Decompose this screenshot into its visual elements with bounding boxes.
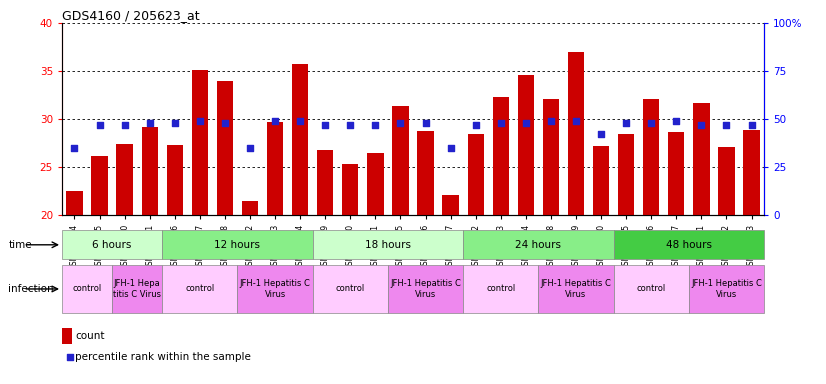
Text: control: control (335, 285, 365, 293)
Point (93, 122, 107, 128)
Bar (468, 134, 484, 215)
Point (469, 122, 482, 128)
Bar (392, 106, 409, 215)
Text: JFH-1 Hepatitis C
Virus: JFH-1 Hepatitis C Virus (691, 279, 762, 299)
Bar (92, 157, 107, 215)
Text: JFH-1 Hepatitis C
Virus: JFH-1 Hepatitis C Virus (540, 279, 611, 299)
Bar (693, 103, 710, 215)
Point (670, 118, 683, 124)
Text: 18 hours: 18 hours (365, 240, 411, 250)
Bar (167, 145, 183, 215)
Point (268, 118, 282, 124)
Bar (689, 265, 764, 313)
Bar (719, 147, 734, 215)
Point (143, 120, 156, 126)
Point (244, 145, 257, 151)
Point (169, 120, 182, 126)
Point (293, 118, 306, 124)
Bar (368, 152, 383, 215)
Point (218, 120, 231, 126)
Bar (62, 230, 162, 259)
Text: 24 hours: 24 hours (515, 240, 562, 250)
Text: control: control (185, 285, 215, 293)
Bar (66, 191, 83, 215)
Bar (216, 81, 233, 215)
Point (64, 354, 77, 360)
Point (394, 120, 407, 126)
Point (118, 122, 131, 128)
Bar (518, 75, 534, 215)
Text: GDS4160 / 205623_at: GDS4160 / 205623_at (62, 9, 200, 22)
Point (368, 122, 382, 128)
Bar (492, 97, 509, 215)
Point (644, 120, 657, 126)
Point (193, 118, 206, 124)
Bar (668, 132, 685, 215)
Text: percentile rank within the sample: percentile rank within the sample (75, 352, 251, 362)
Point (719, 122, 733, 128)
Point (68, 145, 81, 151)
Bar (743, 129, 760, 215)
Point (695, 122, 708, 128)
Point (319, 122, 332, 128)
Bar (614, 265, 689, 313)
Bar (417, 131, 434, 215)
Bar (116, 144, 133, 215)
Point (569, 118, 582, 124)
Text: JFH-1 Hepatitis C
Virus: JFH-1 Hepatitis C Virus (390, 279, 461, 299)
Bar (62, 265, 112, 313)
Bar (593, 146, 610, 215)
Point (620, 120, 633, 126)
Text: JFH-1 Hepa
titis C Virus: JFH-1 Hepa titis C Virus (113, 279, 161, 299)
Bar (313, 265, 388, 313)
Bar (463, 265, 539, 313)
Text: control: control (73, 285, 102, 293)
Bar (567, 52, 584, 215)
Bar (539, 265, 614, 313)
Bar (388, 265, 463, 313)
Text: JFH-1 Hepatitis C
Virus: JFH-1 Hepatitis C Virus (240, 279, 311, 299)
Bar (463, 230, 614, 259)
Text: control: control (637, 285, 666, 293)
Bar (267, 122, 283, 215)
Text: infection: infection (8, 284, 54, 294)
Bar (313, 230, 463, 259)
Point (745, 122, 758, 128)
Point (544, 118, 558, 124)
Point (419, 120, 432, 126)
Text: control: control (487, 285, 515, 293)
Bar (618, 134, 634, 215)
Text: count: count (75, 331, 105, 341)
Bar (643, 99, 659, 215)
Point (344, 122, 357, 128)
Bar (192, 70, 208, 215)
Bar (162, 230, 313, 259)
Bar (342, 164, 358, 215)
Point (595, 131, 608, 137)
Bar (443, 195, 458, 215)
Bar (292, 64, 308, 215)
Point (444, 145, 458, 151)
Bar (238, 265, 313, 313)
Text: 48 hours: 48 hours (666, 240, 712, 250)
Text: time: time (8, 240, 32, 250)
Bar (141, 127, 158, 215)
Bar (242, 200, 259, 215)
Bar (317, 150, 334, 215)
Text: 6 hours: 6 hours (93, 240, 132, 250)
Bar (112, 265, 162, 313)
Point (494, 120, 507, 126)
Point (520, 120, 533, 126)
Bar (543, 99, 559, 215)
Bar (614, 230, 764, 259)
Text: 12 hours: 12 hours (215, 240, 260, 250)
Bar (162, 265, 238, 313)
